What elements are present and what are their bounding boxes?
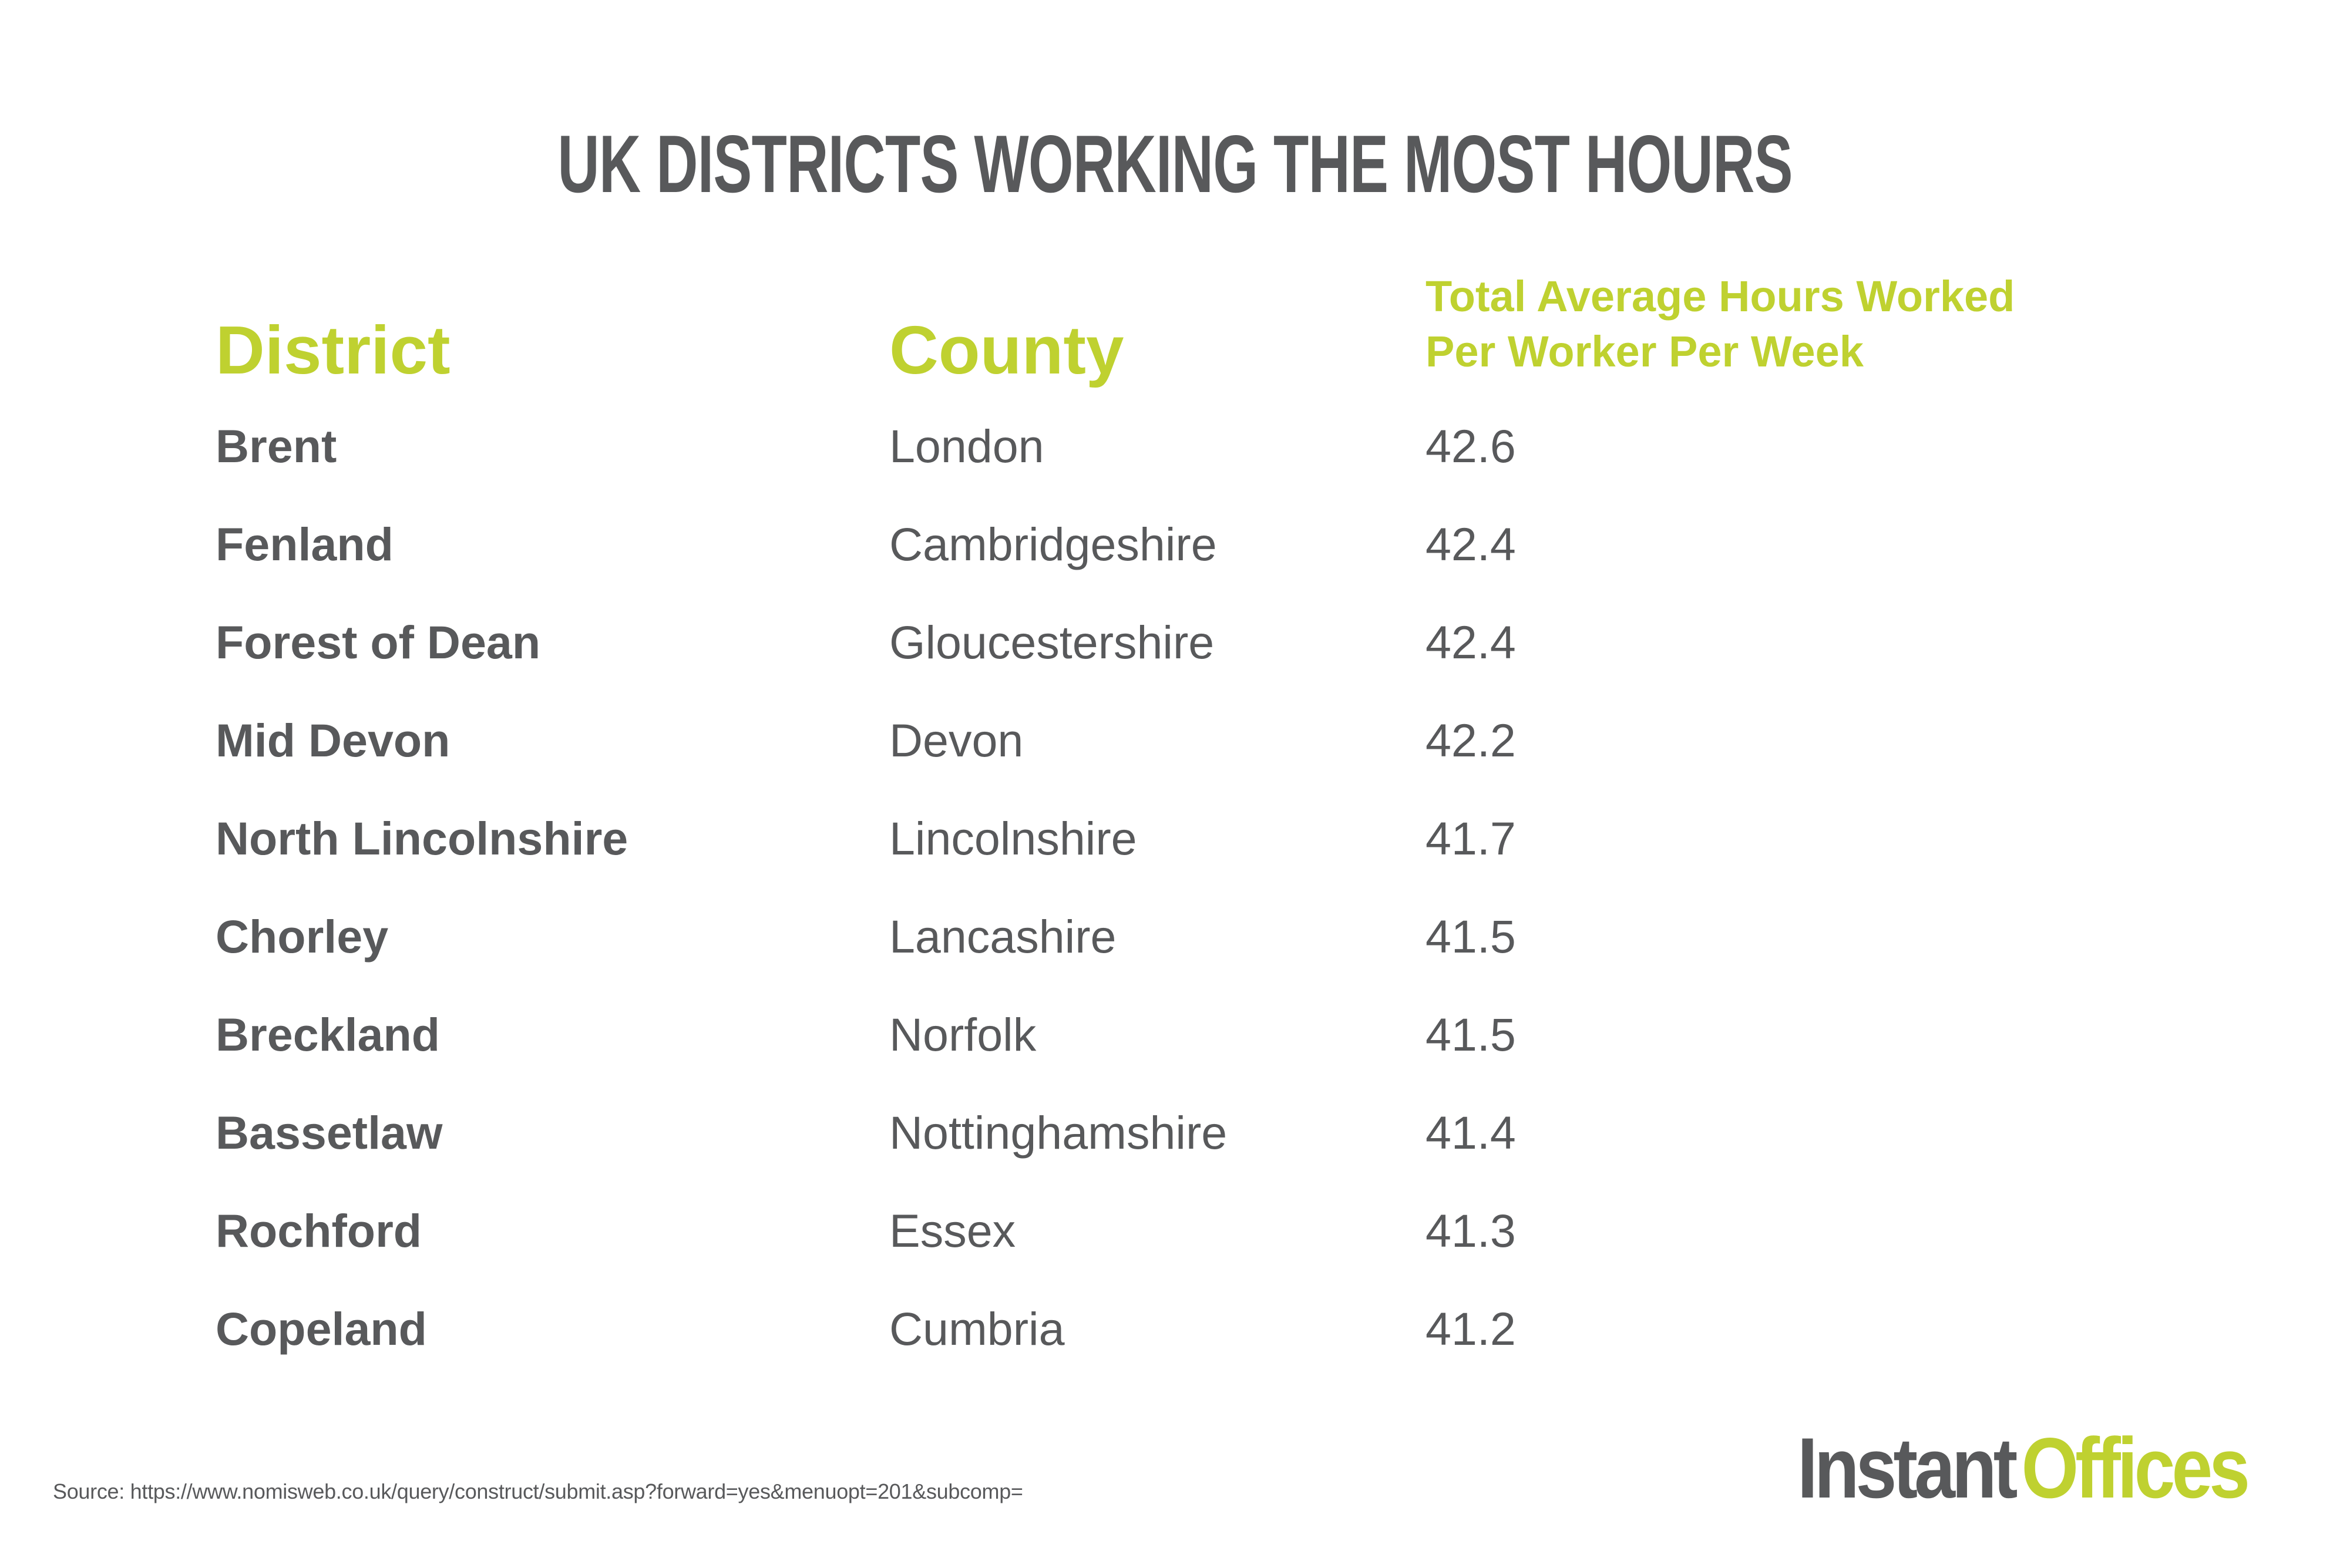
hours-cell: 41.5 bbox=[1426, 910, 1516, 963]
hours-cell: 41.2 bbox=[1426, 1303, 1516, 1355]
table-row: Forest of Dean Gloucestershire 42.4 bbox=[0, 614, 2350, 712]
title-container: UK DISTRICTS WORKING THE MOST HOURS bbox=[0, 117, 2350, 211]
district-cell: Copeland bbox=[216, 1303, 427, 1355]
district-cell: Forest of Dean bbox=[216, 616, 541, 668]
brand-logo: InstantOffices bbox=[1797, 1425, 2302, 1511]
table-body: Brent London 42.6 Fenland Cambridgeshire… bbox=[0, 418, 2350, 1399]
table-row: Bassetlaw Nottinghamshire 41.4 bbox=[0, 1105, 2350, 1203]
district-cell: Bassetlaw bbox=[216, 1106, 443, 1159]
county-cell: Lincolnshire bbox=[889, 812, 1137, 864]
header-county: County bbox=[889, 312, 1124, 388]
district-cell: Breckland bbox=[216, 1008, 441, 1061]
header-hours-line2: Per Worker Per Week bbox=[1426, 327, 1864, 376]
table-row: Rochford Essex 41.3 bbox=[0, 1203, 2350, 1301]
table-row: Copeland Cumbria 41.2 bbox=[0, 1301, 2350, 1399]
district-cell: Chorley bbox=[216, 910, 389, 963]
table-row: Breckland Norfolk 41.5 bbox=[0, 1007, 2350, 1105]
county-cell: Gloucestershire bbox=[889, 616, 1215, 668]
header-hours-line1: Total Average Hours Worked bbox=[1426, 272, 2015, 321]
hours-cell: 41.5 bbox=[1426, 1008, 1516, 1061]
table-row: Brent London 42.6 bbox=[0, 418, 2350, 516]
county-cell: Cumbria bbox=[889, 1303, 1065, 1355]
table-row: North Lincolnshire Lincolnshire 41.7 bbox=[0, 810, 2350, 909]
district-cell: Mid Devon bbox=[216, 714, 450, 766]
table-row: Fenland Cambridgeshire 42.4 bbox=[0, 516, 2350, 614]
county-cell: Lancashire bbox=[889, 910, 1117, 963]
district-cell: Brent bbox=[216, 420, 337, 472]
hours-cell: 41.4 bbox=[1426, 1106, 1516, 1159]
source-citation: Source: https://www.nomisweb.co.uk/query… bbox=[53, 1479, 1023, 1503]
header-hours: Total Average Hours Worked Per Worker Pe… bbox=[1426, 269, 2015, 379]
county-cell: Nottinghamshire bbox=[889, 1106, 1228, 1159]
hours-cell: 41.3 bbox=[1426, 1204, 1516, 1257]
district-cell: Fenland bbox=[216, 518, 394, 570]
district-cell: Rochford bbox=[216, 1204, 422, 1257]
hours-cell: 42.4 bbox=[1426, 616, 1516, 668]
county-cell: Essex bbox=[889, 1204, 1016, 1257]
hours-cell: 42.6 bbox=[1426, 420, 1516, 472]
hours-cell: 42.2 bbox=[1426, 714, 1516, 766]
logo-wordmark: InstantOffices bbox=[1797, 1425, 2250, 1511]
page-title: UK DISTRICTS WORKING THE MOST HOURS bbox=[557, 119, 1793, 210]
table-row: Mid Devon Devon 42.2 bbox=[0, 712, 2350, 810]
hours-cell: 42.4 bbox=[1426, 518, 1516, 570]
logo-part-offices: Offices bbox=[2021, 1420, 2250, 1516]
county-cell: Norfolk bbox=[889, 1008, 1037, 1061]
county-cell: Cambridgeshire bbox=[889, 518, 1217, 570]
header-district: District bbox=[216, 312, 450, 388]
county-cell: London bbox=[889, 420, 1044, 472]
county-cell: Devon bbox=[889, 714, 1024, 766]
table-row: Chorley Lancashire 41.5 bbox=[0, 909, 2350, 1007]
logo-part-instant: Instant bbox=[1797, 1420, 2018, 1516]
district-cell: North Lincolnshire bbox=[216, 812, 628, 864]
hours-cell: 41.7 bbox=[1426, 812, 1516, 864]
